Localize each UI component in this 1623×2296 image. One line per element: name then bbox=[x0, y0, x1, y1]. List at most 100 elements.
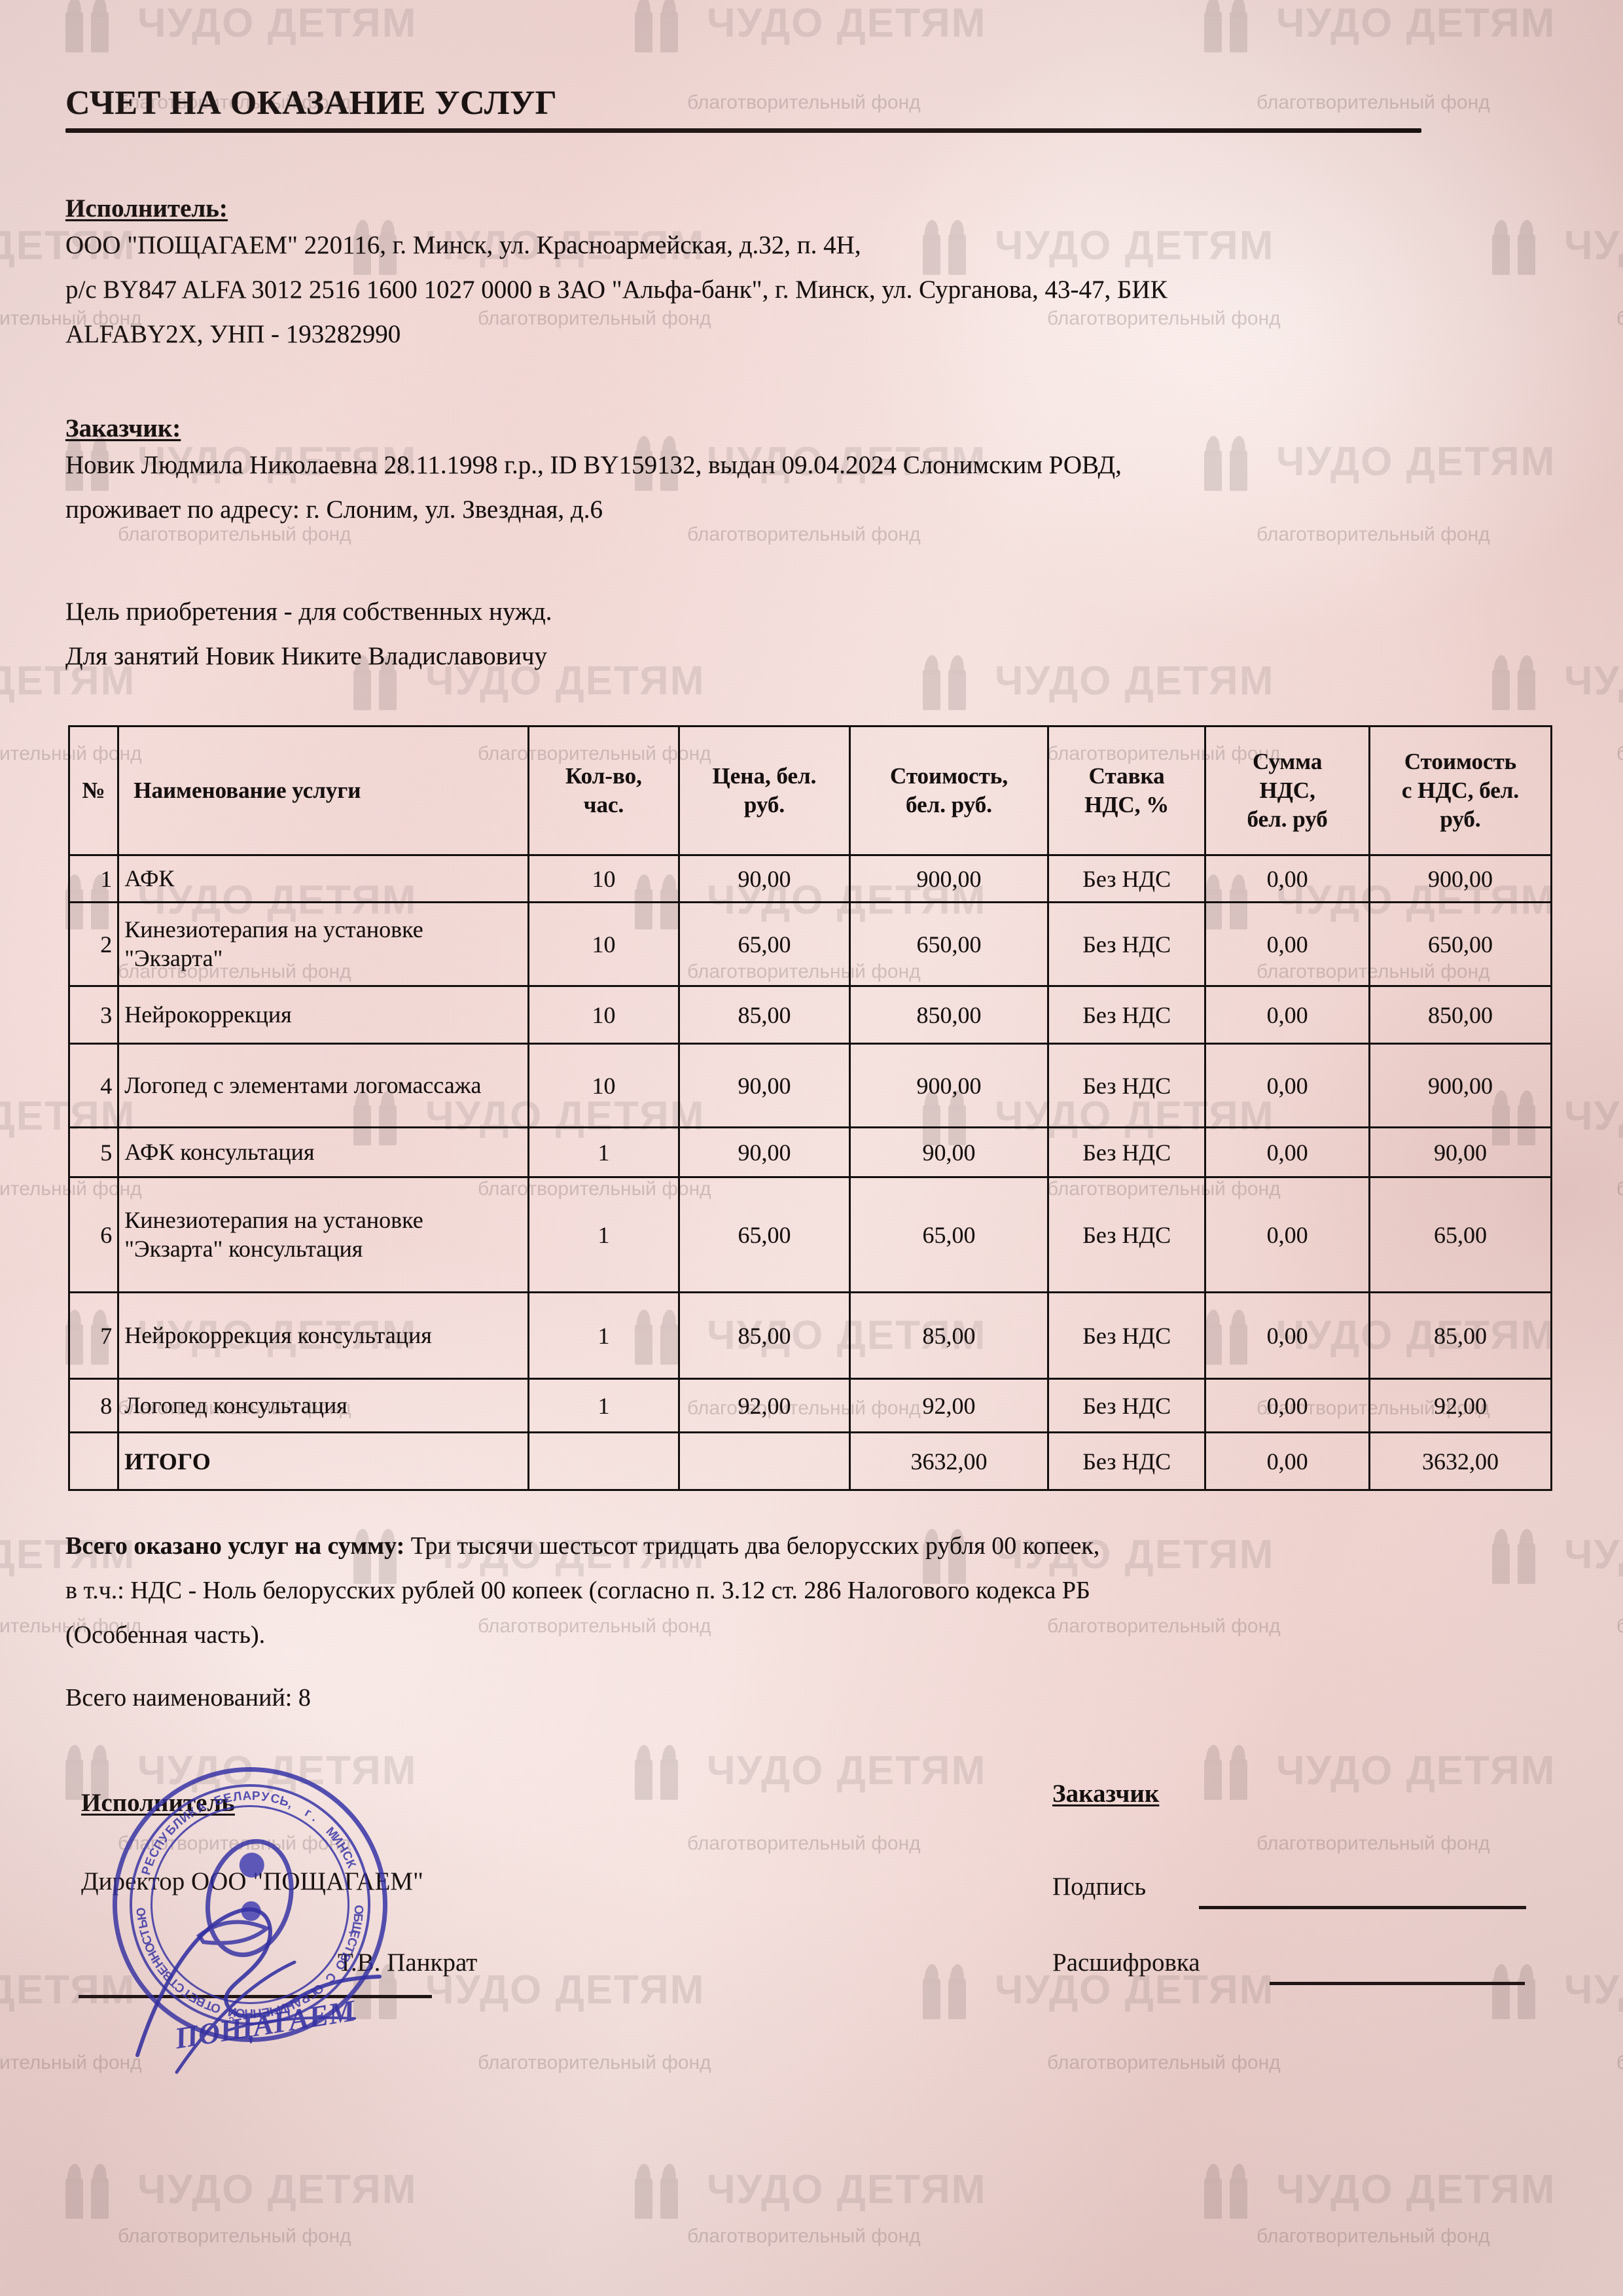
row-total-with-vat: 900,00 bbox=[1368, 854, 1552, 903]
summary-vat-line-2: (Особенная часть). bbox=[65, 1621, 265, 1649]
summary-vat-line: в т.ч.: НДС - Ноль белорусских рублей 00… bbox=[65, 1576, 1090, 1605]
title-divider bbox=[65, 128, 1421, 133]
row-price: 90,00 bbox=[677, 1043, 851, 1128]
row-price: 65,00 bbox=[677, 1176, 851, 1293]
executor-line-2: р/с BY847 ALFA 3012 2516 1600 1027 0000 … bbox=[65, 275, 1168, 304]
row-vat-rate: Без НДС bbox=[1047, 854, 1207, 903]
table-row: 4Логопед с элементами логомассажа1090,00… bbox=[67, 1043, 1552, 1128]
total-row-total-with-vat: 3632,00 bbox=[1368, 1431, 1552, 1491]
executor-signature-label: Исполнитель bbox=[81, 1788, 235, 1818]
executor-line-3: ALFABY2X, УНП - 193282990 bbox=[65, 319, 401, 349]
table-header-cell-7: Стоимостьс НДС, бел.руб. bbox=[1368, 725, 1552, 856]
row-number: 5 bbox=[67, 1126, 120, 1178]
row-vat-rate: Без НДС bbox=[1047, 1043, 1207, 1128]
row-vat-sum: 0,00 bbox=[1204, 901, 1371, 987]
row-number: 2 bbox=[67, 901, 120, 987]
services-table: №Наименование услугиКол-во,час.Цена, бел… bbox=[67, 725, 1552, 1491]
row-quantity: 1 bbox=[527, 1176, 680, 1293]
row-number: 1 bbox=[67, 854, 120, 903]
signature-field-label: Подпись bbox=[1052, 1872, 1146, 1901]
table-body: 1АФК1090,00900,00Без НДС0,00900,002Кинез… bbox=[67, 854, 1552, 1491]
row-total-with-vat: 90,00 bbox=[1368, 1126, 1552, 1178]
table-row: 6Кинезиотерапия на установке "Экзарта" к… bbox=[67, 1176, 1552, 1293]
row-price: 90,00 bbox=[677, 854, 851, 903]
total-row-quantity bbox=[527, 1431, 680, 1491]
row-number: 4 bbox=[67, 1043, 120, 1128]
table-header-cell-0: № bbox=[67, 725, 120, 856]
customer-label: Заказчик: bbox=[65, 414, 181, 443]
row-vat-rate: Без НДС bbox=[1047, 1176, 1207, 1293]
table-header-cell-2: Кол-во,час. bbox=[527, 725, 680, 856]
table-header-cell-6: СуммаНДС,бел. руб bbox=[1204, 725, 1371, 856]
row-number: 6 bbox=[67, 1176, 120, 1293]
row-service-name: АФК консультация bbox=[117, 1126, 530, 1178]
executor-signature-rule bbox=[79, 1995, 432, 1998]
row-vat-rate: Без НДС bbox=[1047, 1126, 1207, 1178]
row-total-with-vat: 650,00 bbox=[1368, 901, 1552, 987]
customer-line-2: проживает по адресу: г. Слоним, ул. Звез… bbox=[65, 495, 603, 524]
row-total-with-vat: 65,00 bbox=[1368, 1176, 1552, 1293]
table-row: 1АФК1090,00900,00Без НДС0,00900,00 bbox=[67, 854, 1552, 903]
decode-field-rule[interactable] bbox=[1270, 1982, 1525, 1985]
row-quantity: 1 bbox=[527, 1126, 680, 1178]
executor-line-1: ООО "ПОЩАГАЕМ" 220116, г. Минск, ул. Кра… bbox=[65, 230, 861, 260]
table-row: 5АФК консультация190,0090,00Без НДС0,009… bbox=[67, 1126, 1552, 1178]
row-price: 92,00 bbox=[677, 1378, 851, 1433]
row-cost: 92,00 bbox=[849, 1378, 1050, 1433]
row-price: 90,00 bbox=[677, 1126, 851, 1178]
row-vat-rate: Без НДС bbox=[1047, 985, 1207, 1045]
decode-field-label: Расшифровка bbox=[1052, 1948, 1200, 1977]
row-vat-rate: Без НДС bbox=[1047, 901, 1207, 987]
row-cost: 65,00 bbox=[849, 1176, 1050, 1293]
table-row: 3Нейрокоррекция1085,00850,00Без НДС0,008… bbox=[67, 985, 1552, 1045]
row-cost: 900,00 bbox=[849, 1043, 1050, 1128]
row-vat-sum: 0,00 bbox=[1204, 1176, 1371, 1293]
row-quantity: 10 bbox=[527, 854, 680, 903]
row-quantity: 10 bbox=[527, 985, 680, 1045]
row-price: 85,00 bbox=[677, 1291, 851, 1380]
row-quantity: 10 bbox=[527, 1043, 680, 1128]
customer-signature-label: Заказчик bbox=[1052, 1779, 1159, 1808]
executor-label: Исполнитель: bbox=[65, 194, 228, 223]
handwritten-signature: ПОЩАГАЕМ bbox=[135, 1907, 382, 2074]
row-service-name: Нейрокоррекция консультация bbox=[117, 1291, 530, 1380]
row-cost: 900,00 bbox=[849, 854, 1050, 903]
table-header-cell-5: СтавкаНДС, % bbox=[1047, 725, 1207, 856]
total-row-vat-sum: 0,00 bbox=[1204, 1431, 1371, 1491]
row-vat-sum: 0,00 bbox=[1204, 1291, 1371, 1380]
row-vat-sum: 0,00 bbox=[1204, 1126, 1371, 1178]
row-quantity: 10 bbox=[527, 901, 680, 987]
row-cost: 850,00 bbox=[849, 985, 1050, 1045]
row-total-with-vat: 900,00 bbox=[1368, 1043, 1552, 1128]
table-header-row: №Наименование услугиКол-во,час.Цена, бел… bbox=[67, 725, 1552, 856]
row-service-name: Логопед с элементами логомассажа bbox=[117, 1043, 530, 1128]
row-total-with-vat: 92,00 bbox=[1368, 1378, 1552, 1433]
table-row: 7Нейрокоррекция консультация185,0085,00Б… bbox=[67, 1291, 1552, 1380]
table-row: 8Логопед консультация192,0092,00Без НДС0… bbox=[67, 1378, 1552, 1433]
row-service-name: Кинезиотерапия на установке "Экзарта" bbox=[117, 901, 530, 987]
row-total-with-vat: 850,00 bbox=[1368, 985, 1552, 1045]
total-row-price bbox=[677, 1431, 851, 1491]
executor-name: Т.В. Панкрат bbox=[338, 1948, 477, 1977]
page-title: СЧЕТ НА ОКАЗАНИЕ УСЛУГ bbox=[65, 84, 557, 122]
total-row-label: ИТОГО bbox=[117, 1431, 530, 1491]
signature-field-rule[interactable] bbox=[1199, 1906, 1526, 1909]
customer-line-1: Новик Людмила Николаевна 28.11.1998 г.р.… bbox=[65, 450, 1122, 480]
table-header-cell-1: Наименование услуги bbox=[117, 725, 530, 856]
row-vat-rate: Без НДС bbox=[1047, 1378, 1207, 1433]
summary-amount-words: Три тысячи шестьсот тридцать два белорус… bbox=[411, 1532, 1100, 1560]
row-vat-sum: 0,00 bbox=[1204, 854, 1371, 903]
summary-amount-line: Всего оказано услуг на сумму: Три тысячи… bbox=[65, 1532, 1099, 1560]
row-cost: 650,00 bbox=[849, 901, 1050, 987]
total-row-cost: 3632,00 bbox=[849, 1431, 1050, 1491]
row-vat-sum: 0,00 bbox=[1204, 1378, 1371, 1433]
row-number: 7 bbox=[67, 1291, 120, 1380]
row-quantity: 1 bbox=[527, 1291, 680, 1380]
total-row-vat-rate: Без НДС bbox=[1047, 1431, 1207, 1491]
row-service-name: Нейрокоррекция bbox=[117, 985, 530, 1045]
row-price: 85,00 bbox=[677, 985, 851, 1045]
row-service-name: АФК bbox=[117, 854, 530, 903]
table-row: 2Кинезиотерапия на установке "Экзарта"10… bbox=[67, 901, 1552, 987]
summary-amount-label: Всего оказано услуг на сумму: bbox=[65, 1532, 404, 1560]
